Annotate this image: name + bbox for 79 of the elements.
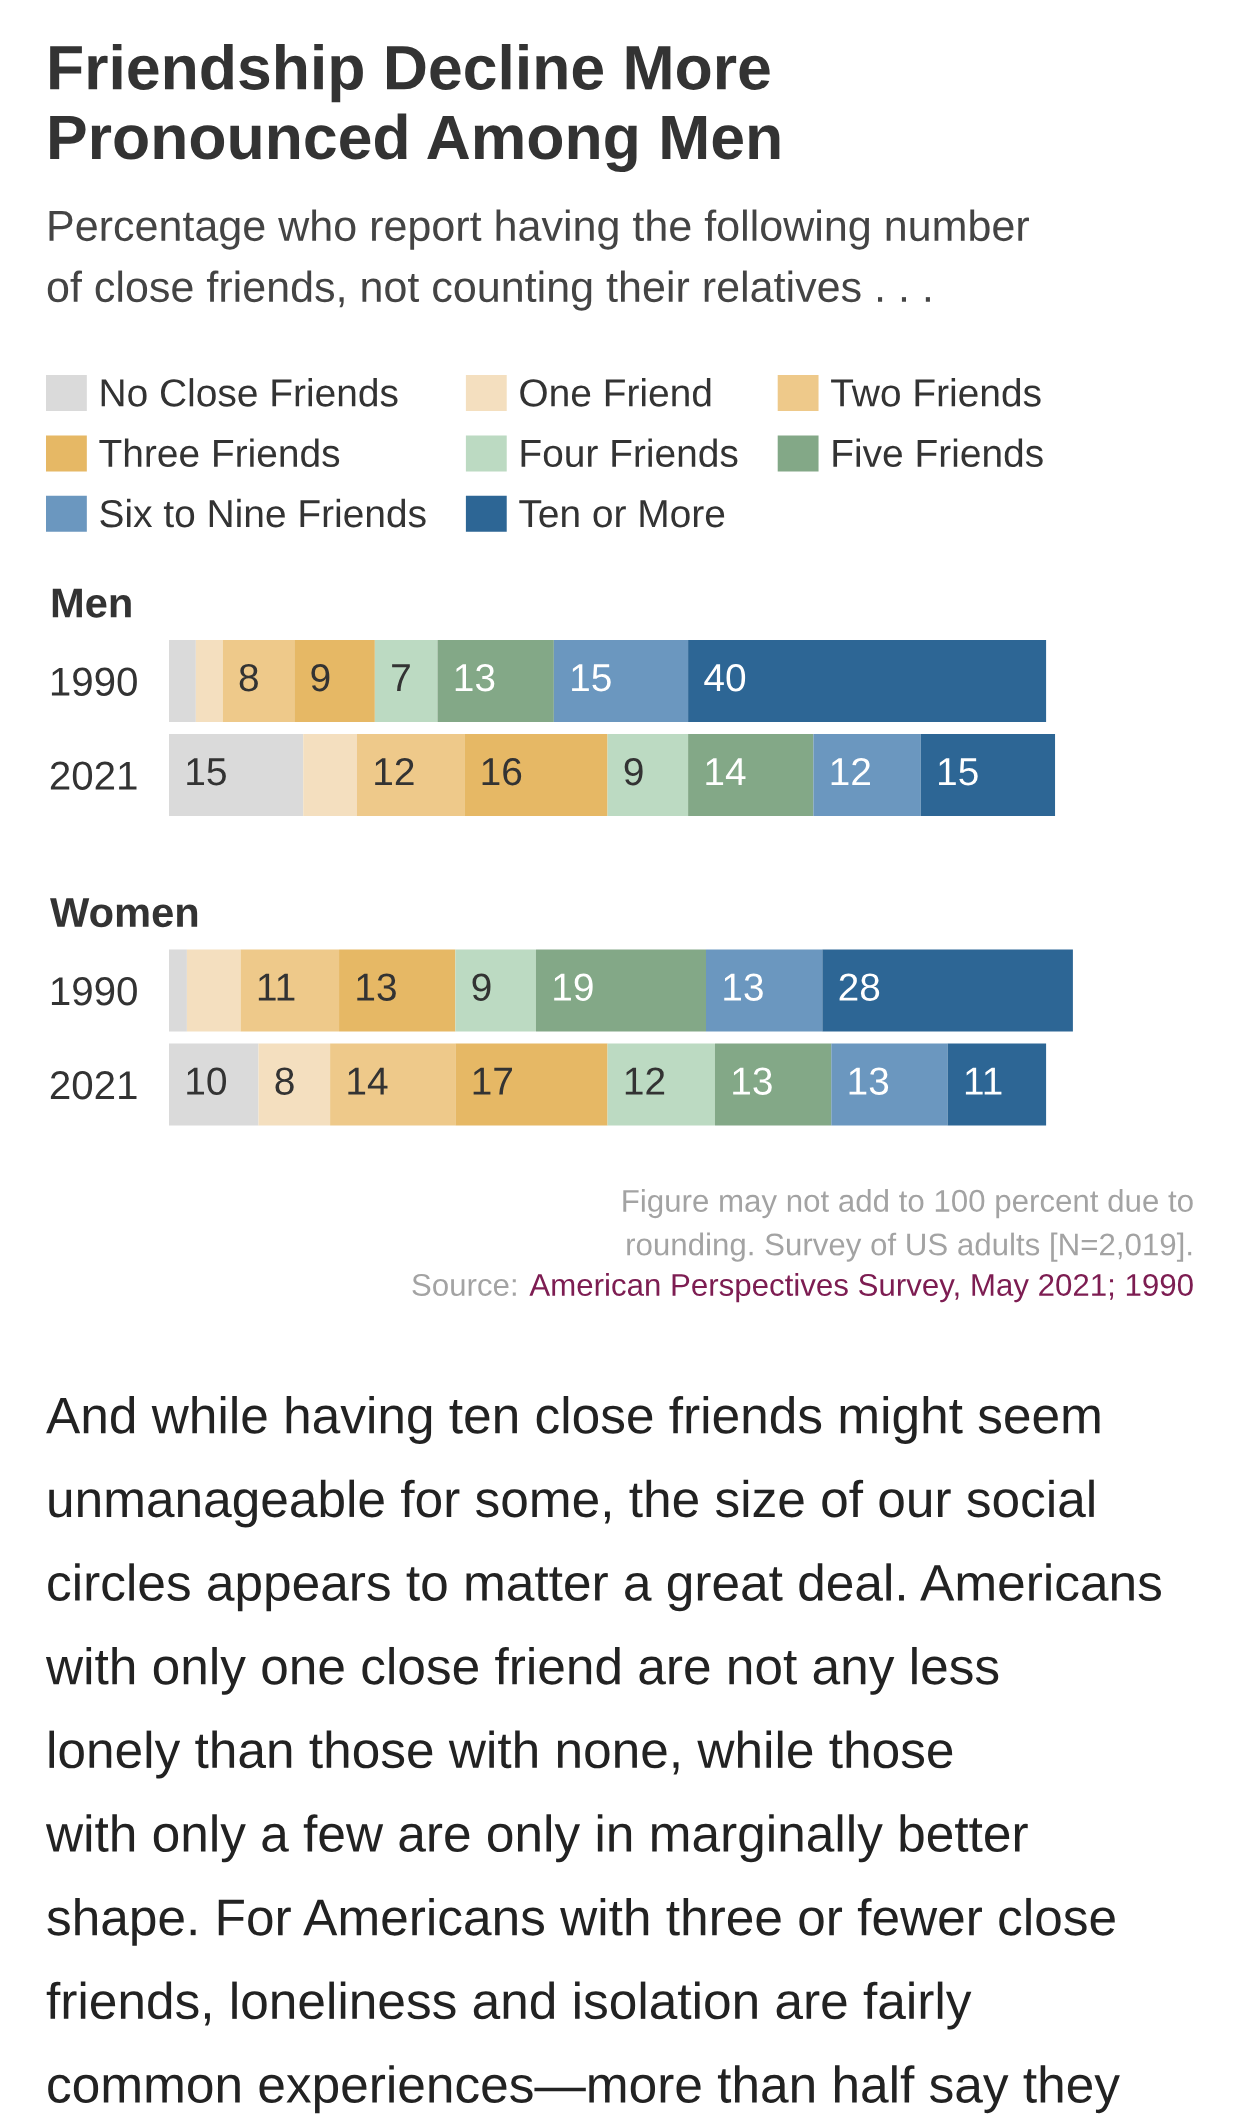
bar [195,640,223,722]
text: And while having ten close friends might seem unmanageable for some, the size of our social circles appears to matter a great deal. Americans with only one close friend are not any less lonely than those with none, while those with only a few are only in marginally better shape. For Americans with three or fewer close friends, loneliness and isolation are fairly common experiences—more than half say they [45,1396,1161,2114]
bar [222,640,295,722]
data-label: 11 [258,973,295,1001]
bar [706,949,823,1032]
data-label: 13 [849,1067,889,1095]
bar [455,1043,608,1126]
bar [186,949,241,1032]
bar [455,949,536,1032]
y-tick-label: 2021 [50,761,137,790]
bar [920,734,1056,816]
bar [535,949,706,1032]
data-label: 9 [311,663,330,692]
bar [374,640,438,722]
data-label: 10 [187,1067,227,1095]
data-label: 13 [357,973,396,1001]
data-label: 8 [239,663,258,692]
legend-label: Five Friends [833,438,1043,468]
legend-label: One Friend [520,378,711,407]
data-label: 12 [375,757,414,786]
bar [437,640,554,722]
bar [688,640,1047,722]
text: Percentage who report having the following number of close friends, not counting their relatives . . . [47,209,1029,311]
bar [169,734,304,816]
data-label: 13 [733,1067,772,1095]
bar [330,1043,456,1126]
data-label: 16 [482,757,522,786]
data-label: 14 [706,758,746,786]
legend-label: No Close Friends [101,378,398,407]
text: Friendship Decline More Pronounced Among Men [50,44,780,173]
chart-title: Men [52,588,131,618]
y-tick-label: 1990 [51,976,137,1006]
bar [169,949,187,1032]
bar [822,949,1073,1032]
bar [169,1043,259,1126]
data-label: 15 [187,758,226,786]
data-label: 7 [392,664,410,692]
data-label: 11 [965,1067,1002,1095]
bar [339,949,456,1032]
data-label: 15 [939,758,978,786]
bar [714,1043,832,1126]
bar [240,949,340,1032]
y-tick-label: 1990 [51,667,137,696]
data-label: 12 [831,757,870,786]
bar [607,1043,715,1126]
legend-label: Four Friends [521,438,738,468]
bar [294,640,375,722]
legend-label: Ten or More [519,500,725,528]
source-note: Source: [412,1273,516,1297]
data-label: 19 [554,973,593,1001]
bar [464,734,608,816]
data-label: 40 [704,663,746,692]
legend-label: Six to Nine Friends [100,498,426,528]
data-label: 13 [724,973,763,1001]
text: American Perspectives Survey, May 2021; 1990 [529,1273,1193,1303]
bar [688,734,814,816]
legend-label: Two Friends [831,378,1041,407]
data-label: 15 [572,664,611,692]
bar [607,734,689,816]
text: Figure may not add to 100 percent due to rounding. Survey of US adults [N=2,019]. [623,1189,1193,1262]
data-label: 12 [625,1067,665,1095]
bar [303,734,357,816]
bar [831,1043,948,1126]
y-tick-label: 2021 [50,1070,137,1100]
bar [169,640,196,722]
bar [356,734,465,816]
chart-title: Women [50,898,198,928]
bar [947,1043,1047,1126]
bar [553,640,689,722]
bar [813,734,921,816]
bar [258,1043,331,1126]
data-label: 9 [472,973,491,1001]
data-label: 14 [348,1067,388,1095]
legend-label: Three Friends [99,438,340,468]
data-label: 8 [275,1067,294,1095]
data-label: 17 [473,1067,512,1095]
data-label: 13 [455,663,495,692]
data-label: 28 [839,973,880,1001]
data-label: 9 [624,757,643,786]
